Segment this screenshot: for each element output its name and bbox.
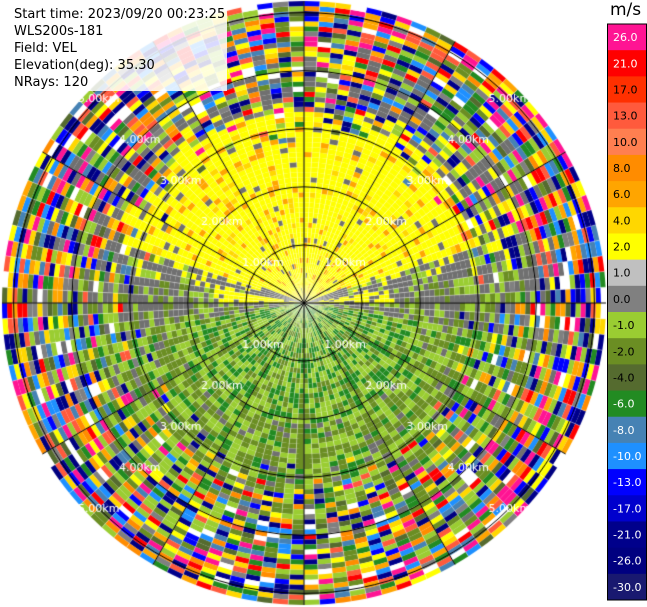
colorbar-tick-label: -17.0	[613, 502, 641, 515]
colorbar-tick-label: 8.0	[613, 162, 631, 175]
colorbar-swatch	[607, 102, 647, 130]
colorbar-tick-label: -8.0	[613, 424, 634, 437]
colorbar-tick-label: 17.0	[613, 83, 638, 96]
colorbar-swatch	[607, 233, 647, 261]
colorbar-tick-label: 2.0	[613, 241, 631, 254]
colorbar-unit: m/s	[610, 0, 642, 20]
colorbar-swatch	[607, 285, 647, 313]
nrays-label: NRays: 120	[14, 75, 89, 90]
colorbar-swatch	[607, 259, 647, 287]
colorbar: 26.0 21.0 17.0 13.0 10.0 8.0 6.0 4.0 2.0 1.0 0.0 -1…	[607, 23, 647, 601]
colorbar-tick-label: 1.0	[613, 267, 631, 280]
colorbar-tick-label: 6.0	[613, 188, 631, 201]
ppi-radar-plot	[0, 0, 607, 607]
start-time-label: Start time: 2023/09/20 00:23:25	[14, 7, 226, 22]
colorbar-tick-label: -21.0	[613, 529, 641, 542]
colorbar-tick-label: 0.0	[613, 293, 631, 306]
colorbar-swatch	[607, 364, 647, 392]
instrument-label: WLS200s-181	[14, 24, 104, 39]
colorbar-swatch	[607, 76, 647, 104]
colorbar-swatch	[607, 181, 647, 208]
colorbar-swatch	[607, 338, 647, 365]
colorbar-swatch	[607, 469, 647, 496]
colorbar-tick-label: -6.0	[613, 398, 634, 411]
colorbar-swatch	[607, 573, 647, 601]
colorbar-swatch	[607, 521, 647, 549]
colorbar-swatch	[607, 495, 647, 522]
colorbar-swatch	[607, 24, 647, 51]
field-label: Field: VEL	[14, 41, 77, 56]
colorbar-tick-label: 10.0	[613, 136, 638, 149]
colorbar-swatch	[607, 442, 647, 470]
colorbar-swatch	[607, 390, 647, 418]
colorbar-tick-label: -1.0	[613, 319, 634, 332]
colorbar-tick-label: -2.0	[613, 345, 634, 358]
colorbar-swatch	[607, 207, 647, 234]
colorbar-tick-label: -13.0	[613, 476, 641, 489]
colorbar-swatch	[607, 50, 647, 77]
colorbar-swatch	[607, 154, 647, 182]
colorbar-tick-label: 21.0	[613, 57, 638, 70]
colorbar-swatch	[607, 547, 647, 575]
colorbar-tick-label: -30.0	[613, 581, 641, 594]
colorbar-tick-label: 4.0	[613, 214, 631, 227]
colorbar-swatch	[607, 416, 647, 444]
colorbar-tick-label: -10.0	[613, 450, 641, 463]
colorbar-swatch	[607, 128, 647, 156]
scan-info-panel: Start time: 2023/09/20 00:23:25 WLS200s-…	[12, 6, 228, 91]
colorbar-tick-label: 13.0	[613, 110, 638, 123]
elevation-label: Elevation(deg): 35.30	[14, 58, 155, 73]
colorbar-tick-label: -4.0	[613, 371, 634, 384]
colorbar-tick-label: 26.0	[613, 31, 638, 44]
colorbar-tick-label: -26.0	[613, 555, 641, 568]
colorbar-swatch	[607, 312, 647, 339]
